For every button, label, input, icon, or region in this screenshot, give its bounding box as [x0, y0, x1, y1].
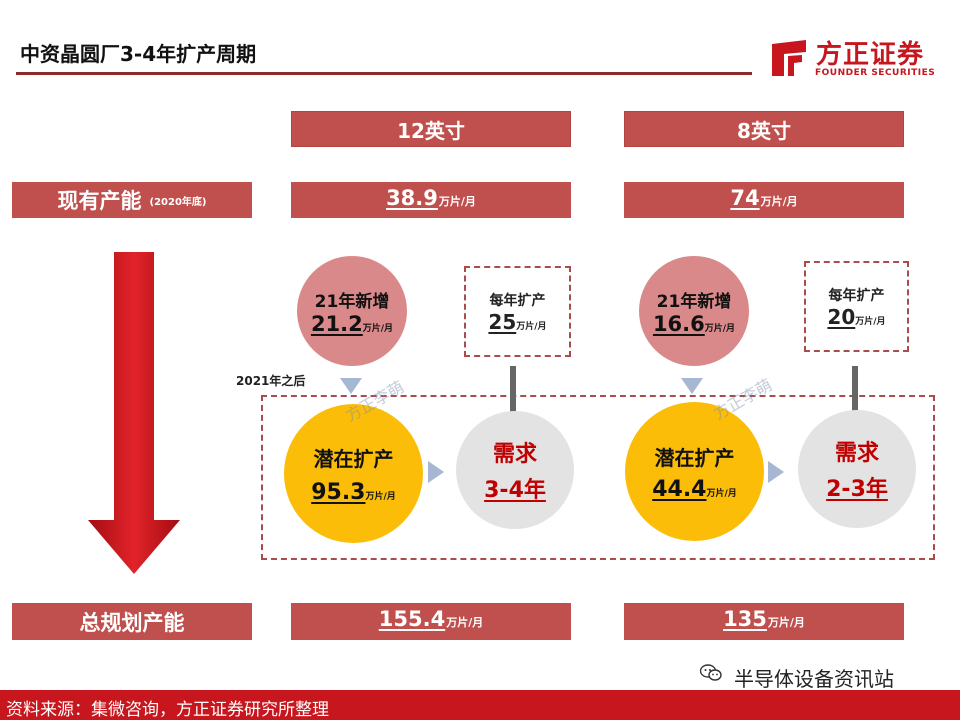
existing-capacity-title: 现有产能: [57, 189, 142, 213]
triangle-right-icon: [768, 461, 784, 483]
title-divider: [16, 72, 752, 75]
potential-value: 44.4: [652, 476, 707, 502]
existing-value: 38.9: [386, 186, 438, 210]
annual-expansion-box-8inch: 每年扩产 20万片/月: [804, 261, 909, 352]
footer-bar: [0, 690, 960, 720]
new-2021-circle-12inch: 21年新增 21.2万片/月: [297, 256, 407, 366]
total-value: 135: [723, 607, 767, 631]
new-2021-value: 21.2: [310, 311, 363, 336]
total-value: 155.4: [378, 607, 446, 631]
triangle-down-icon: [681, 378, 703, 394]
existing-capacity-label: 现有产能 (2020年底): [12, 182, 252, 218]
demand-circle-12inch: 需求 3-4年: [456, 411, 574, 529]
existing-unit: 万片/月: [438, 195, 476, 208]
new-2021-unit: 万片/月: [362, 323, 394, 334]
annual-unit: 万片/月: [516, 321, 547, 332]
demand-years: 2-3年: [826, 477, 888, 502]
new-2021-circle-8inch: 21年新增 16.6万片/月: [639, 256, 749, 366]
existing-capacity-note: (2020年底): [149, 196, 207, 208]
new-2021-title: 21年新增: [656, 291, 732, 312]
logo-name: 方正证券: [816, 40, 925, 70]
new-2021-value: 16.6: [652, 311, 705, 336]
wechat-icon: [700, 664, 722, 681]
page-title: 中资晶圆厂3-4年扩产周期: [20, 42, 257, 66]
potential-expansion-circle-12inch: 潜在扩产 95.3万片/月: [284, 404, 423, 543]
potential-unit: 万片/月: [706, 488, 737, 499]
demand-title: 需求: [492, 442, 537, 467]
column-header-12inch: 12英寸: [291, 111, 571, 147]
total-unit: 万片/月: [446, 616, 484, 629]
new-2021-unit: 万片/月: [704, 323, 736, 334]
annual-label: 每年扩产: [489, 292, 546, 309]
potential-title: 潜在扩产: [654, 445, 735, 470]
existing-capacity-12inch: 38.9 万片/月: [291, 182, 571, 218]
existing-unit: 万片/月: [760, 195, 798, 208]
total-capacity-title: 总规划产能: [79, 610, 185, 635]
logo-english: FOUNDER SECURITIES: [815, 68, 936, 78]
total-capacity-label: 总规划产能: [12, 603, 252, 640]
annual-value: 20: [827, 304, 856, 329]
triangle-right-icon: [428, 461, 444, 483]
demand-title: 需求: [834, 441, 879, 466]
wechat-account-name: 半导体设备资讯站: [734, 667, 894, 691]
existing-capacity-8inch: 74 万片/月: [624, 182, 904, 218]
potential-expansion-frame: [261, 395, 935, 560]
after-2021-label: 2021年之后: [236, 374, 306, 388]
potential-expansion-circle-8inch: 潜在扩产 44.4万片/月: [625, 402, 764, 541]
annual-unit: 万片/月: [855, 316, 886, 327]
new-2021-title: 21年新增: [314, 291, 390, 312]
annual-label: 每年扩产: [828, 287, 885, 304]
demand-years: 3-4年: [484, 478, 546, 503]
potential-value: 95.3: [311, 479, 366, 505]
annual-expansion-box-12inch: 每年扩产 25万片/月: [464, 266, 571, 357]
potential-unit: 万片/月: [365, 491, 396, 502]
total-capacity-12inch: 155.4 万片/月: [291, 603, 571, 640]
total-unit: 万片/月: [767, 616, 805, 629]
logo-icon: [772, 40, 806, 76]
potential-title: 潜在扩产: [313, 446, 394, 471]
column-header-8inch: 8英寸: [624, 111, 904, 147]
source-note: 资料来源：集微咨询，方正证券研究所整理: [6, 700, 329, 720]
down-arrow-icon: [88, 252, 180, 574]
annual-value: 25: [488, 309, 517, 334]
demand-circle-8inch: 需求 2-3年: [798, 410, 916, 528]
total-capacity-8inch: 135 万片/月: [624, 603, 904, 640]
triangle-down-icon: [340, 378, 362, 394]
existing-value: 74: [730, 186, 760, 210]
